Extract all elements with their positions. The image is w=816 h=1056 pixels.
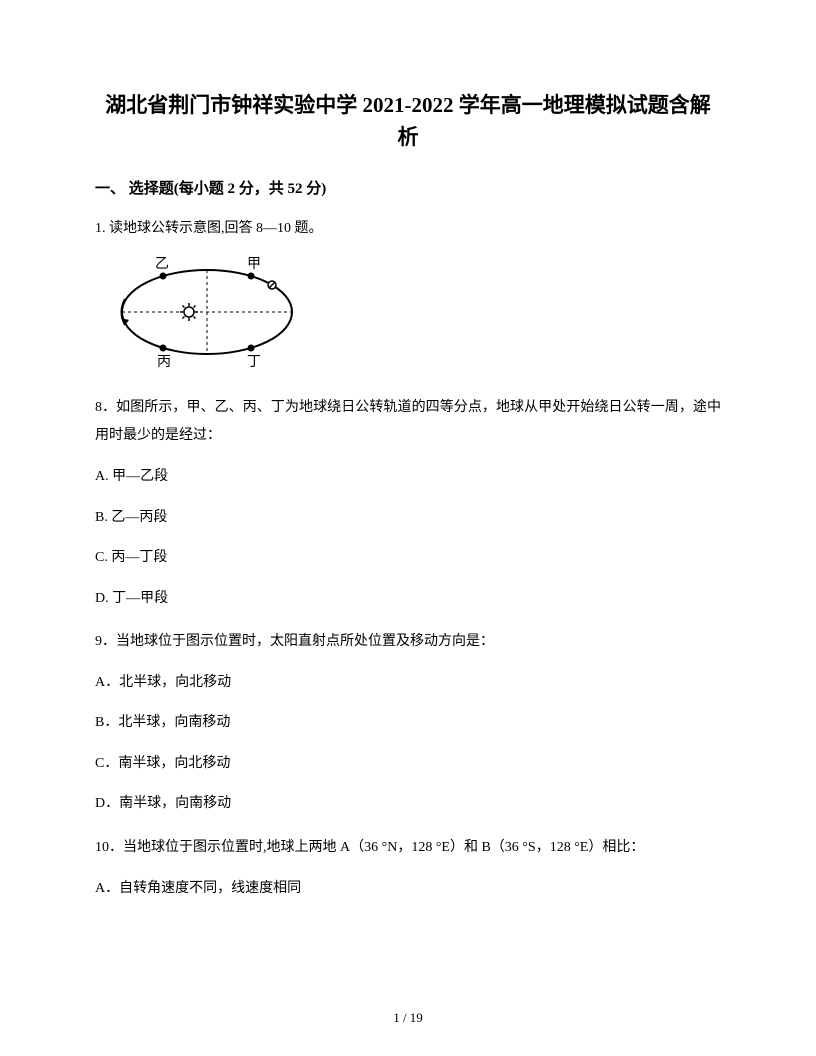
page-title: 湖北省荆门市钟祥实验中学 2021-2022 学年高一地理模拟试题含解析 bbox=[95, 90, 721, 153]
label-jia: 甲 bbox=[247, 257, 261, 272]
label-ding: 丁 bbox=[247, 355, 261, 369]
label-bing: 丙 bbox=[157, 355, 171, 369]
q9-option-a: A．北半球，向北移动 bbox=[95, 672, 721, 694]
q8-option-a: A. 甲—乙段 bbox=[95, 466, 721, 488]
q9-option-d: D．南半球，向南移动 bbox=[95, 793, 721, 815]
question-intro: 1. 读地球公转示意图,回答 8—10 题。 bbox=[95, 218, 721, 240]
orbit-diagram: 乙 甲 丙 丁 bbox=[107, 254, 721, 374]
q9-text: 9．当地球位于图示位置时，太阳直射点所处位置及移动方向是： bbox=[95, 628, 721, 656]
q8-option-d: D. 丁—甲段 bbox=[95, 588, 721, 610]
label-yi: 乙 bbox=[155, 256, 169, 272]
page-number: 1 / 19 bbox=[0, 1010, 816, 1026]
section-header: 一、 选择题(每小题 2 分，共 52 分) bbox=[95, 177, 721, 198]
q9-option-b: B．北半球，向南移动 bbox=[95, 712, 721, 734]
q10-text: 10．当地球位于图示位置时,地球上两地 A（36 °N，128 °E）和 B（3… bbox=[95, 834, 721, 862]
q8-option-b: B. 乙—丙段 bbox=[95, 507, 721, 529]
q8-text: 8．如图所示，甲、乙、丙、丁为地球绕日公转轨道的四等分点，地球从甲处开始绕日公转… bbox=[95, 394, 721, 450]
q8-option-c: C. 丙—丁段 bbox=[95, 547, 721, 569]
q9-option-c: C．南半球，向北移动 bbox=[95, 753, 721, 775]
q10-option-a: A．自转角速度不同，线速度相同 bbox=[95, 878, 721, 900]
